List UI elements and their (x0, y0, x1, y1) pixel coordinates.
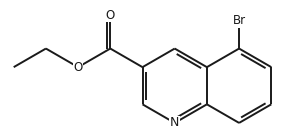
Text: N: N (170, 116, 179, 129)
Text: O: O (106, 9, 115, 22)
Text: Br: Br (233, 14, 246, 27)
Text: O: O (74, 61, 83, 74)
